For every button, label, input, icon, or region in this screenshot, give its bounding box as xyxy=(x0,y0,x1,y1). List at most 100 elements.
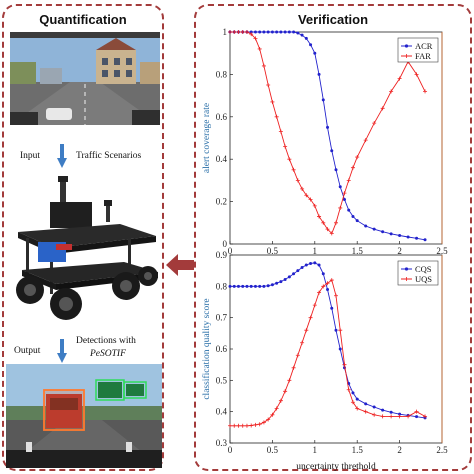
data-point xyxy=(270,412,275,417)
data-point xyxy=(355,406,360,411)
data-point xyxy=(389,89,394,94)
data-point xyxy=(292,272,296,276)
data-point xyxy=(245,284,249,288)
y-tick-label: 0.5 xyxy=(216,375,228,385)
data-point xyxy=(326,125,330,129)
data-point xyxy=(283,389,288,394)
data-point xyxy=(278,129,283,134)
data-point xyxy=(291,167,296,172)
legend-label-far: FAR xyxy=(415,51,431,61)
data-point xyxy=(326,287,330,291)
data-point xyxy=(317,214,322,219)
data-point xyxy=(423,414,428,419)
data-point xyxy=(228,423,232,428)
data-point xyxy=(291,365,296,370)
data-point xyxy=(389,414,394,419)
x-tick-label: 2 xyxy=(397,246,402,256)
legend-box xyxy=(397,37,439,63)
y-tick-label: 0 xyxy=(223,239,228,249)
x-axis-label: uncertainty threthold xyxy=(296,462,376,472)
data-point xyxy=(351,214,355,218)
data-point xyxy=(334,220,338,225)
x-tick-label: 0 xyxy=(228,246,233,256)
data-point xyxy=(325,281,330,286)
y-tick-label: 0.4 xyxy=(216,407,228,417)
y-tick-label: 1 xyxy=(223,27,228,37)
output-label: Output xyxy=(14,346,41,356)
traffic-scenarios-label: Traffic Scenarios xyxy=(76,151,142,161)
y-tick-label: 0.2 xyxy=(216,197,227,207)
x-tick-label: 0.5 xyxy=(267,445,279,455)
data-point xyxy=(283,277,287,281)
data-point xyxy=(279,280,283,284)
data-point xyxy=(372,412,377,417)
data-point xyxy=(249,423,254,428)
data-point xyxy=(389,410,393,414)
data-point xyxy=(240,423,245,428)
data-point xyxy=(300,186,305,191)
detections-label: Detections with xyxy=(76,336,136,346)
legend-label-cqs: CQS xyxy=(415,264,432,274)
data-point xyxy=(406,235,410,239)
down-arrow-icon xyxy=(57,144,67,168)
data-point xyxy=(274,406,279,411)
data-point xyxy=(279,30,283,34)
chart-2: 0 0.5 1 1.5 2 2.5 0.3 0.4 0.5 0.6 0.7 0.8 0.9 uncerta… xyxy=(201,250,448,472)
data-point xyxy=(253,284,257,288)
input-label: Input xyxy=(20,151,41,161)
data-point xyxy=(262,284,266,288)
traffic-scenario-image xyxy=(10,32,160,125)
data-point xyxy=(304,193,309,198)
data-point xyxy=(329,231,334,236)
data-point xyxy=(270,283,274,287)
data-point xyxy=(423,89,428,94)
data-point xyxy=(350,165,355,170)
data-point xyxy=(296,31,300,35)
data-point xyxy=(240,30,245,34)
data-point xyxy=(244,30,249,34)
data-point xyxy=(334,328,338,332)
data-point xyxy=(330,306,334,310)
data-point xyxy=(266,83,271,87)
data-point xyxy=(317,263,321,267)
data-point xyxy=(355,397,359,401)
data-point xyxy=(330,149,334,153)
x-tick-label: 2.5 xyxy=(436,246,448,256)
data-point xyxy=(338,347,342,351)
data-point xyxy=(253,30,257,34)
data-point xyxy=(381,408,385,412)
data-point xyxy=(287,275,291,279)
data-point xyxy=(423,238,427,242)
x-tick-label: 1 xyxy=(313,445,318,455)
legend-marker xyxy=(404,44,409,48)
legend-marker xyxy=(404,267,409,271)
data-point xyxy=(342,197,346,201)
data-point xyxy=(292,30,296,34)
y-tick-label: 0.9 xyxy=(216,250,228,260)
data-point xyxy=(304,263,308,267)
data-point xyxy=(309,261,313,265)
data-point xyxy=(355,155,360,160)
x-tick-label: 0.5 xyxy=(267,246,279,256)
data-point xyxy=(278,398,283,403)
y-tick-label: 0.7 xyxy=(216,313,228,323)
data-point xyxy=(350,400,355,405)
x-tick-label: 2 xyxy=(397,445,402,455)
y-axis-label: alert coverage rate xyxy=(202,103,212,173)
data-point xyxy=(415,236,419,240)
data-point xyxy=(275,281,279,285)
data-point xyxy=(317,290,322,295)
verification-title: Verification xyxy=(297,12,369,27)
x-tick-label: 1.5 xyxy=(352,246,364,256)
data-point xyxy=(241,284,245,288)
x-tick-label: 1 xyxy=(313,246,318,256)
y-tick-label: 0.4 xyxy=(216,154,228,164)
data-point xyxy=(312,203,317,208)
data-point xyxy=(228,30,232,34)
y-tick-label: 0.8 xyxy=(216,69,228,79)
data-point xyxy=(398,234,402,238)
data-point xyxy=(346,178,351,183)
data-point xyxy=(258,284,262,288)
data-point xyxy=(338,328,343,333)
data-point xyxy=(372,405,376,409)
